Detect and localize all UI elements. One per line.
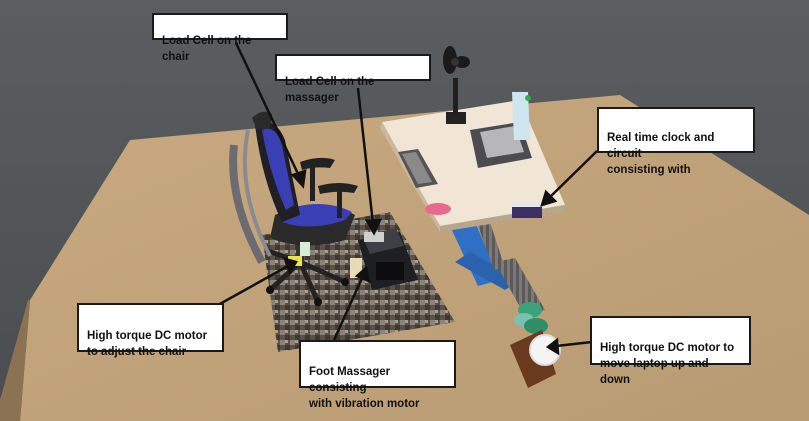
rug bbox=[262, 212, 455, 352]
callout-rtc-circuit: Real time clock and circuit consisting w… bbox=[597, 107, 755, 176]
chair-load-cell bbox=[300, 242, 310, 256]
chair bbox=[229, 111, 358, 306]
label-dc-motor-laptop: High torque DC motor to move laptop up a… bbox=[600, 342, 735, 386]
callout-load-cell-massager: Load Cell on the massager bbox=[275, 54, 431, 104]
arrow-dc-motor-laptop bbox=[555, 340, 593, 348]
desk-legs bbox=[450, 222, 520, 290]
callout-dc-motor-chair: High torque DC motor to adjust the chair bbox=[77, 303, 224, 358]
laptop-lift-mechanism bbox=[495, 258, 561, 388]
arrow-load-cell-chair bbox=[234, 42, 302, 179]
arrow-dc-motor-chair bbox=[217, 264, 289, 307]
arrow-load-cell-massager bbox=[356, 87, 375, 225]
leader-lines bbox=[217, 42, 598, 356]
callout-foot-massager: Foot Massager consisting with vibration … bbox=[299, 340, 456, 410]
label-load-cell-massager: Load Cell on the massager bbox=[285, 76, 375, 104]
callout-dc-motor-laptop: High torque DC motor to move laptop up a… bbox=[590, 316, 751, 386]
label-rtc-circuit: Real time clock and circuit consisting w… bbox=[607, 132, 715, 176]
callout-load-cell-chair: Load Cell on the chair bbox=[152, 13, 288, 63]
arrow-rtc-circuit bbox=[547, 150, 598, 200]
foot-massager bbox=[350, 228, 418, 290]
desk bbox=[380, 46, 565, 232]
floor-edge bbox=[0, 300, 30, 421]
arrow-foot-massager bbox=[332, 275, 365, 341]
label-load-cell-chair: Load Cell on the chair bbox=[162, 35, 252, 63]
label-foot-massager: Foot Massager consisting with vibration … bbox=[309, 366, 420, 410]
label-dc-motor-chair: High torque DC motor to adjust the chair bbox=[87, 330, 208, 358]
